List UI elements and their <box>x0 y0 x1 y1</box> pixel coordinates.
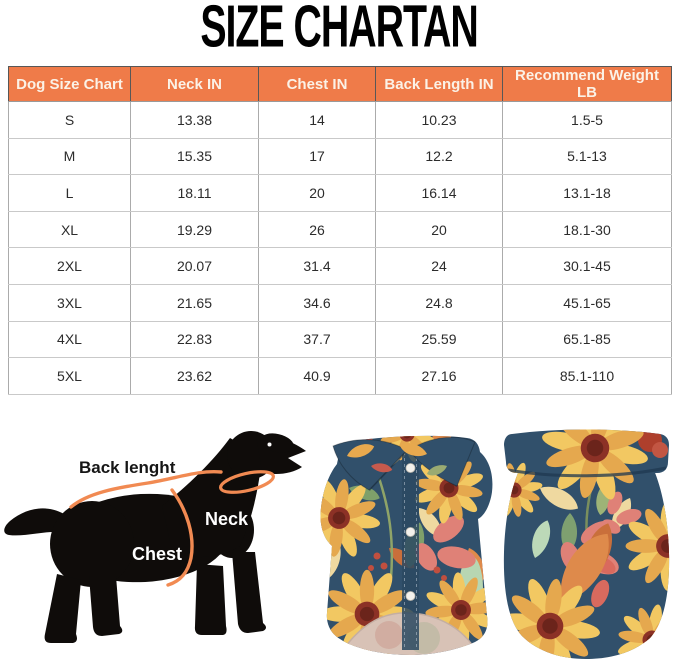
value-cell: 5.1-13 <box>502 137 672 176</box>
value-cell: 22.83 <box>130 320 259 359</box>
value-cell: 20 <box>375 210 503 249</box>
value-cell: 40.9 <box>258 357 376 395</box>
value-cell: 14 <box>258 101 376 139</box>
header-row: Dog Size Chart Neck IN Chest IN Back Length… <box>8 66 672 102</box>
shirt-back-collar-fold <box>507 466 667 478</box>
shirt-front-buttons <box>405 463 416 601</box>
value-cell: 10.23 <box>375 101 503 139</box>
size-cell: 3XL <box>8 283 131 322</box>
neck-line <box>219 470 275 494</box>
back-length-line <box>69 469 223 509</box>
value-cell: 18.11 <box>130 174 259 212</box>
size-chart-table: Dog Size Chart Neck IN Chest IN Back Length… <box>8 66 672 395</box>
column-header: Dog Size Chart <box>8 66 131 102</box>
dog-eye <box>267 442 272 447</box>
shirt-front-collar <box>332 436 476 491</box>
value-cell: 45.1-65 <box>502 283 672 322</box>
product-photo-shirt-back <box>503 429 670 659</box>
value-cell: 21.65 <box>130 283 259 322</box>
column-header: Neck IN <box>130 66 259 102</box>
size-cell: 4XL <box>8 320 131 359</box>
value-cell: 24 <box>375 247 503 285</box>
size-cell: M <box>8 137 131 176</box>
value-cell: 13.38 <box>130 101 259 139</box>
value-cell: 19.29 <box>130 210 259 249</box>
value-cell: 27.16 <box>375 357 503 395</box>
value-cell: 37.7 <box>258 320 376 359</box>
table-row: S 13.38 14 10.23 1.5-5 <box>8 101 672 139</box>
value-cell: 34.6 <box>258 283 376 322</box>
size-cell: 5XL <box>8 357 131 395</box>
chest-label: Chest <box>132 544 183 564</box>
table-row: 3XL 21.65 34.6 24.8 45.1-65 <box>8 283 672 322</box>
table-row: 2XL 20.07 31.4 24 30.1-45 <box>8 247 672 285</box>
value-cell: 65.1-85 <box>502 320 672 359</box>
value-cell: 20 <box>258 174 376 212</box>
value-cell: 23.62 <box>130 357 259 395</box>
neck-label: Neck <box>205 509 249 529</box>
table-row: 5XL 23.62 40.9 27.16 85.1-110 <box>8 357 672 395</box>
value-cell: 25.59 <box>375 320 503 359</box>
measurement-lines <box>69 469 275 587</box>
value-cell: 26 <box>258 210 376 249</box>
value-cell: 24.8 <box>375 283 503 322</box>
size-cell: 2XL <box>8 247 131 285</box>
chest-line <box>166 488 194 587</box>
column-header: Recommend Weight LB <box>502 66 672 102</box>
back-length-label: Back lenght <box>79 458 176 477</box>
dog-ear <box>260 433 294 453</box>
dog-measurement-illustration <box>4 431 306 643</box>
column-header: Chest IN <box>258 66 376 102</box>
table-row: XL 19.29 26 20 18.1-30 <box>8 210 672 249</box>
table-body: S 13.38 14 10.23 1.5-5 M 15.35 17 12.2 5.1-13 L 18.… <box>8 101 672 395</box>
table-row: L 18.11 20 16.14 13.1-18 <box>8 174 672 212</box>
table-row: 4XL 22.83 37.7 25.59 65.1-85 <box>8 320 672 359</box>
page-title: SIZE CHARTAN <box>0 0 679 61</box>
value-cell: 85.1-110 <box>502 357 672 395</box>
shirt-back-fabric <box>503 429 670 659</box>
value-cell: 1.5-5 <box>502 101 672 139</box>
dog-tail <box>4 508 67 536</box>
value-cell: 30.1-45 <box>502 247 672 285</box>
shirt-front-placket <box>402 450 419 650</box>
size-cell: XL <box>8 210 131 249</box>
column-header: Back Length IN <box>375 66 503 102</box>
dog-silhouette <box>4 431 306 643</box>
product-photo-shirt-front <box>320 435 493 656</box>
page-title-text: SIZE CHARTAN <box>200 0 479 61</box>
value-cell: 31.4 <box>258 247 376 285</box>
size-cell: S <box>8 101 131 139</box>
value-cell: 13.1-18 <box>502 174 672 212</box>
value-cell: 20.07 <box>130 247 259 285</box>
size-cell: L <box>8 174 131 212</box>
value-cell: 12.2 <box>375 137 503 176</box>
value-cell: 17 <box>258 137 376 176</box>
value-cell: 15.35 <box>130 137 259 176</box>
value-cell: 16.14 <box>375 174 503 212</box>
value-cell: 18.1-30 <box>502 210 672 249</box>
table-row: M 15.35 17 12.2 5.1-13 <box>8 137 672 176</box>
